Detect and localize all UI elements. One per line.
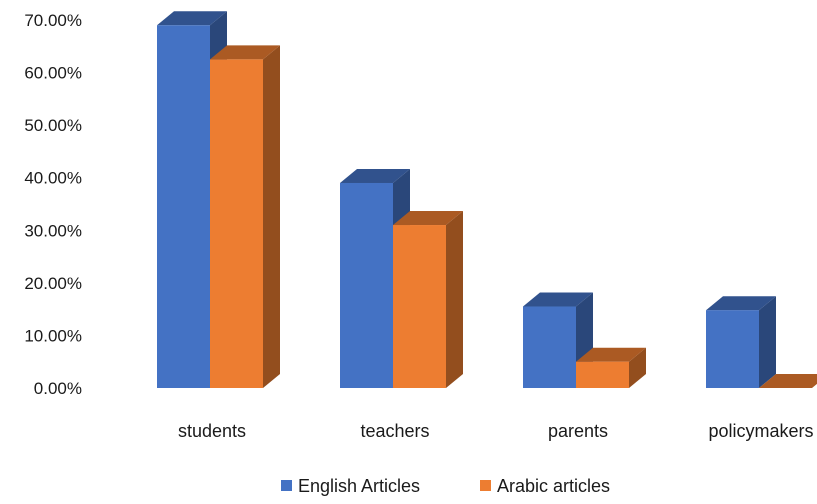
legend-item: English Articles bbox=[281, 476, 420, 496]
bar-top bbox=[340, 168, 410, 183]
legend-label: English Articles bbox=[298, 476, 420, 496]
bar-side bbox=[629, 347, 646, 388]
y-tick-label: 40.00% bbox=[24, 169, 82, 188]
bars bbox=[157, 11, 817, 389]
legend: English Articles Arabic articles bbox=[281, 476, 610, 496]
bar-top bbox=[393, 211, 463, 226]
legend-swatch bbox=[480, 480, 491, 491]
bar-front bbox=[210, 59, 263, 389]
bar-side bbox=[446, 211, 463, 388]
y-tick-label: 70.00% bbox=[24, 11, 82, 30]
x-tick-label: policymakers bbox=[708, 421, 813, 441]
y-axis: 0.00% 10.00% 20.00% 30.00% 40.00% 50.00% 60.00… bbox=[24, 11, 82, 398]
bar-front bbox=[576, 361, 629, 388]
bar-teachers-arabic-articles bbox=[393, 211, 463, 388]
bar-parents-arabic-articles bbox=[576, 347, 646, 388]
bar-side bbox=[759, 296, 776, 388]
bar-top bbox=[706, 296, 776, 311]
bar-front bbox=[523, 306, 576, 388]
bar-front bbox=[157, 25, 210, 389]
y-tick-label: 50.00% bbox=[24, 116, 82, 135]
x-axis: students teachers parents policymakers bbox=[178, 421, 814, 441]
bar-top bbox=[576, 347, 646, 362]
bar-side bbox=[263, 45, 280, 389]
bar-top bbox=[157, 11, 227, 26]
legend-item: Arabic articles bbox=[480, 476, 610, 496]
y-tick-label: 0.00% bbox=[34, 379, 82, 398]
bar-front bbox=[706, 310, 759, 388]
legend-label: Arabic articles bbox=[497, 476, 610, 496]
y-tick-label: 20.00% bbox=[24, 274, 82, 293]
bar-students-arabic-articles bbox=[210, 45, 280, 389]
y-tick-label: 30.00% bbox=[24, 221, 82, 240]
bar-top bbox=[523, 292, 593, 307]
y-tick-label: 60.00% bbox=[24, 64, 82, 83]
legend-swatch bbox=[281, 480, 292, 491]
y-tick-label: 10.00% bbox=[24, 326, 82, 345]
bar-policymakers-arabic-articles bbox=[759, 374, 817, 388]
bar-top bbox=[759, 374, 817, 388]
bar-front bbox=[340, 182, 393, 388]
x-tick-label: teachers bbox=[360, 421, 429, 441]
x-tick-label: parents bbox=[548, 421, 608, 441]
bar-front bbox=[393, 225, 446, 388]
x-tick-label: students bbox=[178, 421, 246, 441]
bar-top bbox=[210, 45, 280, 60]
bar-policymakers-english-articles bbox=[706, 296, 776, 388]
